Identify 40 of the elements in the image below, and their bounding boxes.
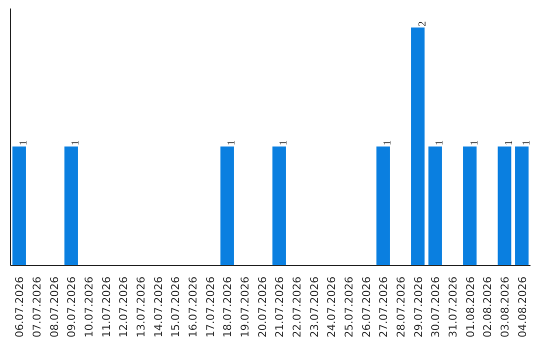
x-tick-label: 12.07.2026 xyxy=(117,276,130,338)
x-tick-label: 19.07.2026 xyxy=(238,276,252,338)
x-tick-label: 26.07.2026 xyxy=(360,276,373,338)
x-tick-label: 30.07.2026 xyxy=(429,276,442,338)
data-label: 2 xyxy=(417,21,428,27)
data-label: 1 xyxy=(18,140,30,146)
x-tick-label: 06.07.2026 xyxy=(13,276,26,338)
x-tick-label: 23.07.2026 xyxy=(308,276,321,338)
x-tick-label: 29.07.2026 xyxy=(412,276,425,338)
x-tick-label: 31.07.2026 xyxy=(446,276,460,338)
x-tick-label: 17.07.2026 xyxy=(204,276,217,338)
x-tick-label: 25.07.2026 xyxy=(342,276,356,338)
x-tick-label: 13.07.2026 xyxy=(134,276,148,338)
x-tick-label: 01.08.2026 xyxy=(464,276,477,338)
x-tick-label: 16.07.2026 xyxy=(186,276,200,338)
x-tick-label: 09.07.2026 xyxy=(65,276,78,338)
data-label: 1 xyxy=(226,140,238,146)
data-label: 1 xyxy=(278,140,290,146)
data-label: 1 xyxy=(469,140,480,146)
x-tick-label: 18.07.2026 xyxy=(221,276,234,338)
data-label: 1 xyxy=(504,140,515,146)
x-tick-label: 28.07.2026 xyxy=(394,276,408,338)
x-tick-label: 08.07.2026 xyxy=(48,276,61,338)
x-tick-label: 10.07.2026 xyxy=(82,276,96,338)
data-label: 1 xyxy=(70,140,82,146)
x-tick-label: 03.08.2026 xyxy=(498,276,512,338)
x-tick-label: 24.07.2026 xyxy=(325,276,338,338)
x-tick-label: 11.07.2026 xyxy=(100,276,113,338)
x-tick-label: 20.07.2026 xyxy=(256,276,269,338)
x-tick-label: 21.07.2026 xyxy=(273,276,286,338)
data-label: 1 xyxy=(382,140,394,146)
x-tick-label: 02.08.2026 xyxy=(481,276,494,338)
x-tick-label: 27.07.2026 xyxy=(377,276,390,338)
x-tick-label: 15.07.2026 xyxy=(169,276,182,338)
data-label: 1 xyxy=(434,140,446,146)
x-tick-label: 07.07.2026 xyxy=(30,276,44,338)
x-tick-label: 14.07.2026 xyxy=(152,276,165,338)
x-tick-label: 22.07.2026 xyxy=(290,276,304,338)
data-label: 1 xyxy=(521,140,532,146)
x-tick-label: 04.08.2026 xyxy=(516,276,529,338)
